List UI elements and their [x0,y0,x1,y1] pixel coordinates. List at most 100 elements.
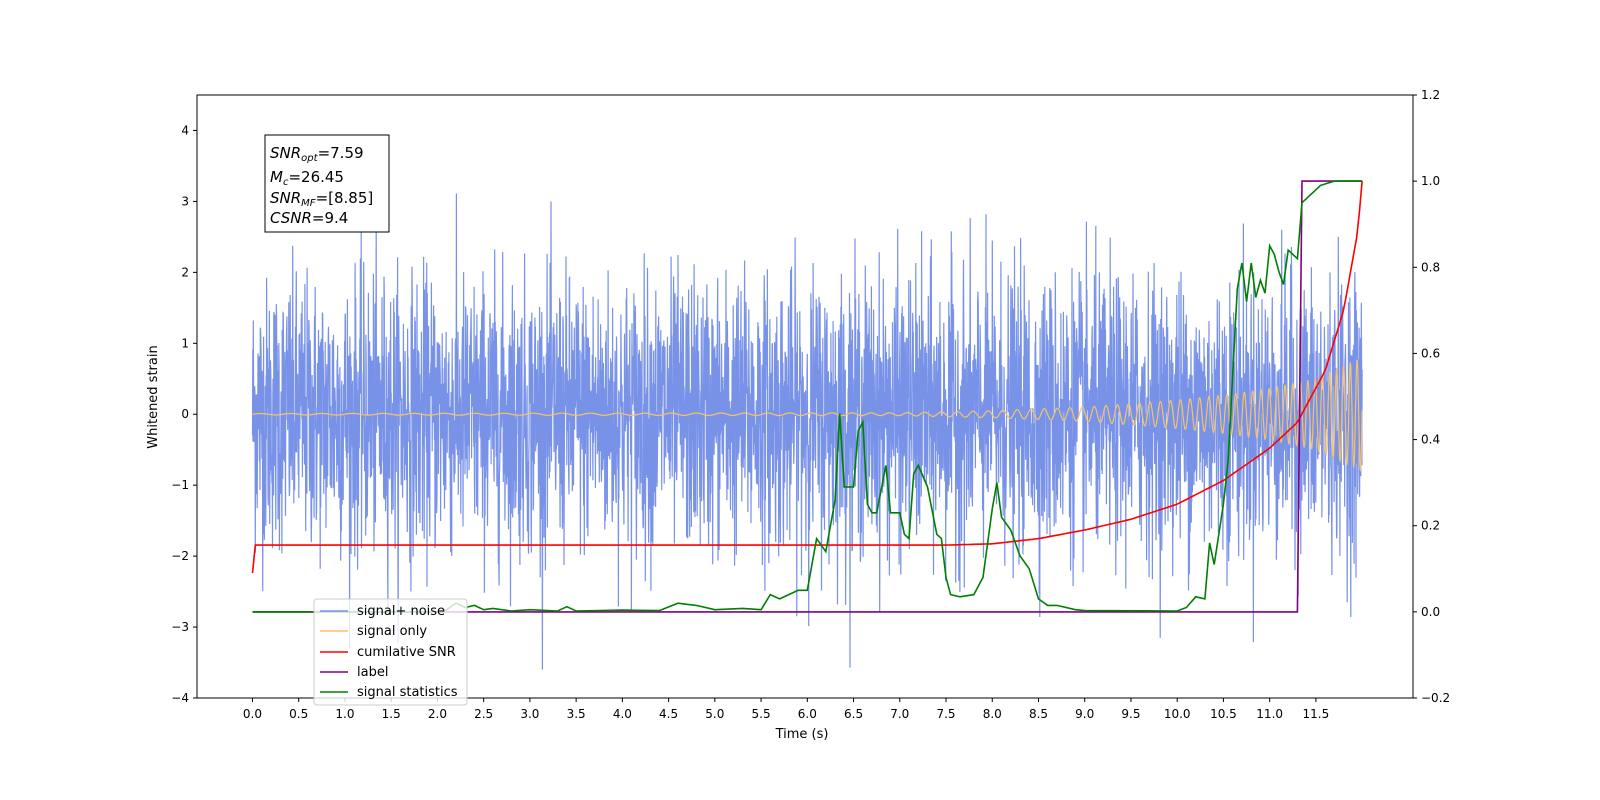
left-y-tick-8: 4 [181,123,197,137]
series-signal-statistics [252,180,1363,613]
right-y-tick-2: 0.2 [1413,519,1440,533]
left-y-tick-label: −4 [171,691,189,705]
x-tick-label: 6.0 [798,707,817,721]
right-y-axis-ticks: −0.2 0.0 0.2 0.4 0.6 0.8 1.0 1.2 [1413,88,1450,705]
x-tick-16: 8.0 [983,698,1002,721]
x-tick-13: 6.5 [844,698,863,721]
left-y-tick-label: 4 [181,123,189,137]
x-tick-label: 9.0 [1075,707,1094,721]
right-y-tick-label: 0.8 [1421,260,1440,274]
legend-label-cumulative-snr: cumilative SNR [357,645,456,660]
right-y-tick-label: 0.4 [1421,433,1440,447]
legend-label-signal-statistics: signal statistics [357,685,458,700]
x-tick-10: 5.0 [705,698,724,721]
x-tick-label: 10.5 [1210,707,1237,721]
x-tick-label: 3.0 [520,707,539,721]
x-tick-label: 11.5 [1303,707,1330,721]
series-signal-only [252,359,1363,472]
info-snr-mf: SNRMF=[8.85] [270,189,373,209]
right-y-tick-1: 0.0 [1413,605,1440,619]
x-axis-ticks: 0.0 0.5 1.0 1.5 2.0 2.5 3.0 3.5 4.0 4.5 5.0 5.5 6.0 6… [243,698,1329,721]
series-cumulative-snr [251,181,1363,574]
x-tick-label: 7.0 [890,707,909,721]
x-tick-15: 7.5 [936,698,956,721]
x-tick-label: 1.0 [335,707,354,721]
left-y-tick-label: −3 [171,620,189,634]
x-tick-6: 3.0 [520,698,539,721]
right-y-tick-label: −0.2 [1421,691,1450,705]
y-axis-label: Whitened strain [146,345,161,448]
x-tick-8: 4.0 [613,698,632,721]
x-tick-label: 4.0 [613,707,632,721]
right-y-tick-0: −0.2 [1413,691,1450,705]
left-y-axis-ticks: −4 −3 −2 −1 0 1 2 3 4 [171,123,197,705]
left-y-tick-label: 2 [181,265,189,279]
plot-frame [196,94,1414,699]
legend-label-label: label [357,665,388,680]
legend: signal+ noise signal only cumilative SNR… [313,598,468,706]
x-tick-9: 4.5 [659,698,678,721]
left-y-tick-7: 3 [181,194,197,208]
x-tick-label: 3.5 [567,707,586,721]
left-y-tick-label: 0 [181,407,189,421]
left-y-tick-1: −3 [171,620,197,634]
x-tick-19: 9.5 [1121,698,1141,721]
x-axis-label: Time (s) [775,727,829,742]
x-tick-21: 10.5 [1210,698,1237,721]
right-y-tick-label: 1.0 [1421,174,1440,188]
left-y-tick-4: 0 [181,407,197,421]
x-tick-label: 10.0 [1164,707,1191,721]
x-tick-12: 6.0 [798,698,817,721]
left-y-tick-label: 3 [181,194,189,208]
x-tick-7: 3.5 [567,698,586,721]
x-tick-23: 11.5 [1303,698,1330,721]
info-snr-opt: SNRopt=7.59 [270,144,364,164]
right-y-tick-label: 1.2 [1421,88,1440,102]
x-tick-label: 6.5 [844,707,863,721]
x-tick-22: 11.0 [1256,698,1283,721]
x-tick-label: 7.5 [936,707,955,721]
left-y-tick-6: 2 [181,265,197,279]
x-tick-label: 2.0 [428,707,447,721]
left-y-tick-2: −2 [171,549,197,563]
info-mc: Mc=26.45 [270,168,344,188]
x-tick-1: 0.5 [289,698,308,721]
info-csnr: CSNR=9.4 [270,209,348,227]
legend-label-signal-noise: signal+ noise [357,604,445,619]
right-y-tick-3: 0.4 [1413,433,1440,447]
left-y-tick-label: −1 [171,478,189,492]
x-tick-0: 0.0 [243,698,262,721]
x-tick-20: 10.0 [1164,698,1191,721]
x-tick-label: 8.0 [983,707,1002,721]
x-tick-label: 0.0 [243,707,262,721]
x-tick-label: 5.0 [705,707,724,721]
x-tick-label: 4.5 [659,707,678,721]
x-tick-17: 8.5 [1029,698,1048,721]
x-tick-5: 2.5 [474,698,493,721]
x-tick-label: 8.5 [1029,707,1048,721]
right-y-tick-7: 1.2 [1413,88,1440,102]
left-y-tick-0: −4 [171,691,197,705]
x-tick-label: 11.0 [1256,707,1283,721]
left-y-tick-label: 1 [181,336,189,350]
x-tick-label: 2.5 [474,707,493,721]
right-y-tick-label: 0.2 [1421,519,1440,533]
series-layer [251,180,1363,670]
info-box: SNRopt=7.59 Mc=26.45 SNRMF=[8.85] CSNR=9… [264,134,390,233]
right-y-tick-6: 1.0 [1413,174,1440,188]
left-y-tick-label: −2 [171,549,189,563]
x-tick-18: 9.0 [1075,698,1094,721]
x-tick-14: 7.0 [890,698,909,721]
right-y-tick-5: 0.8 [1413,260,1440,274]
left-y-tick-5: 1 [181,336,197,350]
x-tick-label: 0.5 [289,707,308,721]
right-y-tick-label: 0.6 [1421,346,1440,360]
right-y-tick-label: 0.0 [1421,605,1440,619]
legend-label-signal-only: signal only [357,624,427,639]
x-tick-label: 9.5 [1121,707,1140,721]
x-tick-label: 5.5 [752,707,771,721]
x-tick-label: 1.5 [382,707,401,721]
right-y-tick-4: 0.6 [1413,346,1440,360]
left-y-tick-3: −1 [171,478,197,492]
